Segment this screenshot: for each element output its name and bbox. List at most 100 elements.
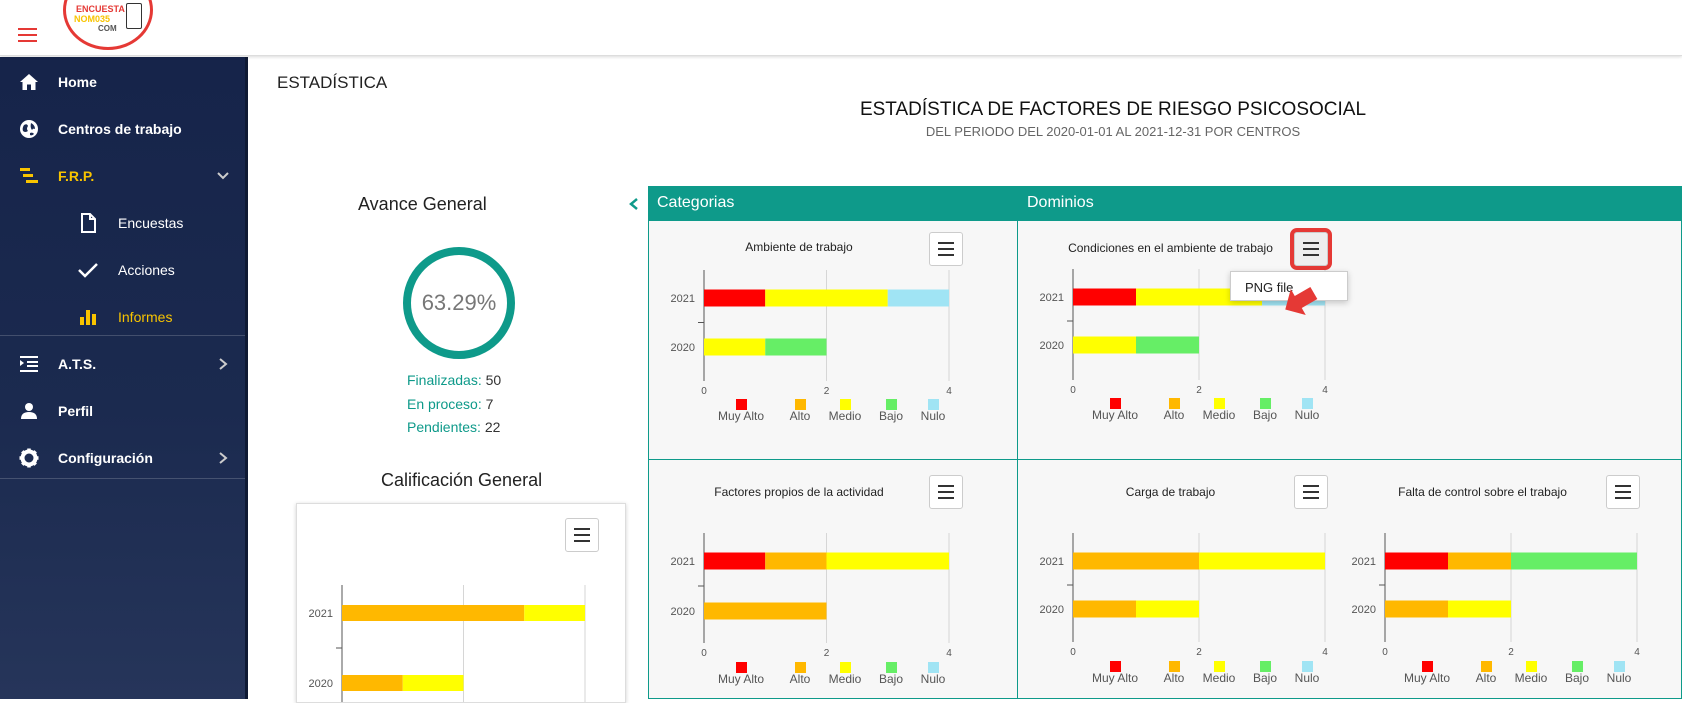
x-tick-label: 4: [946, 386, 952, 397]
legend-label: Bajo: [1253, 671, 1277, 685]
sidebar-item-perfil[interactable]: Perfil: [0, 386, 248, 436]
chart-panel-ambiente: Ambiente de trabajo 2021 2020 0 2 4 Muy Alto A…: [648, 220, 1018, 460]
legend-swatch: [1526, 661, 1537, 672]
bar-segment: [765, 338, 827, 356]
sidebar-item-ats[interactable]: A.T.S.: [0, 339, 248, 389]
legend-swatch: [1214, 661, 1225, 672]
chart-panel-factores: Factores propios de la actividad 2021 202…: [648, 460, 1018, 699]
report-title: ESTADÍSTICA DE FACTORES DE RIESGO PSICOS…: [859, 99, 1367, 120]
legend-label: Muy Alto: [1404, 671, 1450, 685]
sidebar-divider: [0, 478, 248, 479]
logo-text-1: ENCUESTA: [76, 4, 125, 14]
legend-swatch: [736, 662, 747, 673]
bar-segment: [1385, 600, 1448, 618]
ambiente-chart: 2021 2020 0 2 4 Muy Alto Alto Medio Bajo Nulo: [671, 270, 952, 423]
legend-label: Alto: [790, 672, 811, 686]
user-icon: [18, 400, 40, 422]
bar-segment: [1448, 600, 1511, 618]
x-tick-label: 4: [1634, 647, 1640, 658]
legend-label: Alto: [1476, 671, 1497, 685]
bar-segment: [704, 289, 766, 307]
logo-text-3: COM: [98, 24, 117, 33]
bar-segment: [1073, 336, 1136, 354]
legend-swatch: [1110, 398, 1121, 409]
bar-segment: [342, 605, 525, 621]
stat-en-proceso: En proceso: 7: [407, 396, 493, 412]
legend-label: Medio: [829, 672, 862, 686]
sidebar-item-centros[interactable]: Centros de trabajo: [0, 104, 248, 154]
stat-value: 22: [484, 419, 501, 435]
sidebar-item-label: Encuestas: [118, 215, 184, 231]
legend-label: Alto: [790, 409, 811, 423]
chart-title: Ambiente de trabajo: [745, 240, 853, 254]
factores-chart: 2021 2020 0 2 4 Muy Alto Alto Medio Bajo Nulo: [671, 533, 952, 686]
legend-label: Muy Alto: [718, 672, 764, 686]
bar-segment: [1385, 552, 1448, 570]
bar-chart-icon: [77, 306, 99, 328]
chart-menu-button[interactable]: [1290, 228, 1332, 270]
category-label: 2020: [1352, 604, 1376, 616]
brand-logo[interactable]: ENCUESTA NOM035 COM: [63, 0, 153, 50]
sidebar-item-label: Centros de trabajo: [58, 121, 182, 137]
x-tick-label: 4: [946, 648, 952, 659]
progress-percent: 63.29%: [421, 290, 497, 315]
sidebar-item-configuracion[interactable]: Configuración: [0, 433, 248, 483]
legend-label: Alto: [1164, 408, 1185, 422]
x-tick-label: 2: [824, 386, 830, 397]
hamburger-menu-icon[interactable]: [18, 28, 37, 42]
legend-swatch: [795, 399, 806, 410]
legend-label: Muy Alto: [718, 409, 764, 423]
falta-control-chart: 2021 2020 0 2 4 Muy Alto Alto Medio Bajo Nulo: [1352, 533, 1640, 685]
legend-label: Medio: [829, 409, 862, 423]
x-tick-label: 0: [1070, 647, 1076, 658]
chart-menu-button[interactable]: [929, 475, 963, 509]
sidebar-item-label: A.T.S.: [58, 356, 97, 372]
sidebar-item-encuestas[interactable]: Encuestas: [0, 198, 248, 248]
legend-swatch: [1302, 661, 1313, 672]
stat-pendientes: Pendientes: 22: [407, 419, 500, 435]
x-tick-label: 2: [824, 648, 830, 659]
sidebar-item-label: Home: [58, 74, 97, 90]
legend-label: Nulo: [921, 409, 946, 423]
globe-icon: [18, 118, 40, 140]
sidebar-item-informes[interactable]: Informes: [0, 292, 248, 342]
collapse-chevron-icon[interactable]: [628, 195, 640, 216]
chart-menu-button[interactable]: [1294, 475, 1328, 509]
chart-menu-button[interactable]: [1606, 475, 1640, 509]
legend-swatch: [795, 662, 806, 673]
chart-menu-button[interactable]: [565, 518, 599, 552]
legend-label: Bajo: [879, 409, 903, 423]
chart-panel-condiciones: Condiciones en el ambiente de trabajo 20…: [1018, 220, 1682, 460]
avance-title: Avance General: [358, 194, 487, 214]
legend-swatch: [886, 662, 897, 673]
x-tick-label: 0: [1382, 647, 1388, 658]
logo-text-2: NOM035: [74, 14, 111, 24]
category-label: 2021: [1040, 292, 1064, 304]
bar-segment: [704, 602, 827, 620]
top-bar: ENCUESTA NOM035 COM: [0, 0, 1682, 56]
chart-title: Falta de control sobre el trabajo: [1398, 485, 1567, 499]
sidebar: Home Centros de trabajo F.R.P. Encuestas…: [0, 57, 248, 699]
legend-label: Nulo: [1295, 408, 1320, 422]
document-icon: [77, 212, 99, 234]
legend-swatch: [736, 399, 747, 410]
x-tick-label: 4: [1322, 385, 1328, 396]
category-label: 2020: [671, 606, 695, 618]
category-label: 2021: [671, 293, 695, 305]
chart-panel-carga: Carga de trabajo 2021 2020 0 2 4 Muy Alto Alto…: [1018, 460, 1682, 699]
section-header: Categorias Dominios: [648, 186, 1682, 220]
bar-segment: [887, 289, 949, 307]
legend-label: Medio: [1203, 671, 1236, 685]
bar-segment: [1073, 288, 1136, 306]
legend-label: Muy Alto: [1092, 408, 1138, 422]
legend-swatch: [840, 399, 851, 410]
sidebar-item-acciones[interactable]: Acciones: [0, 245, 248, 295]
sidebar-item-home[interactable]: Home: [0, 57, 248, 107]
legend-label: Nulo: [1295, 671, 1320, 685]
chart-menu-button[interactable]: [929, 232, 963, 266]
stat-label: En proceso:: [407, 396, 482, 412]
legend-label: Medio: [1203, 408, 1236, 422]
sidebar-item-frp[interactable]: F.R.P.: [0, 151, 248, 201]
legend-swatch: [1169, 661, 1180, 672]
bar-segment: [765, 289, 888, 307]
